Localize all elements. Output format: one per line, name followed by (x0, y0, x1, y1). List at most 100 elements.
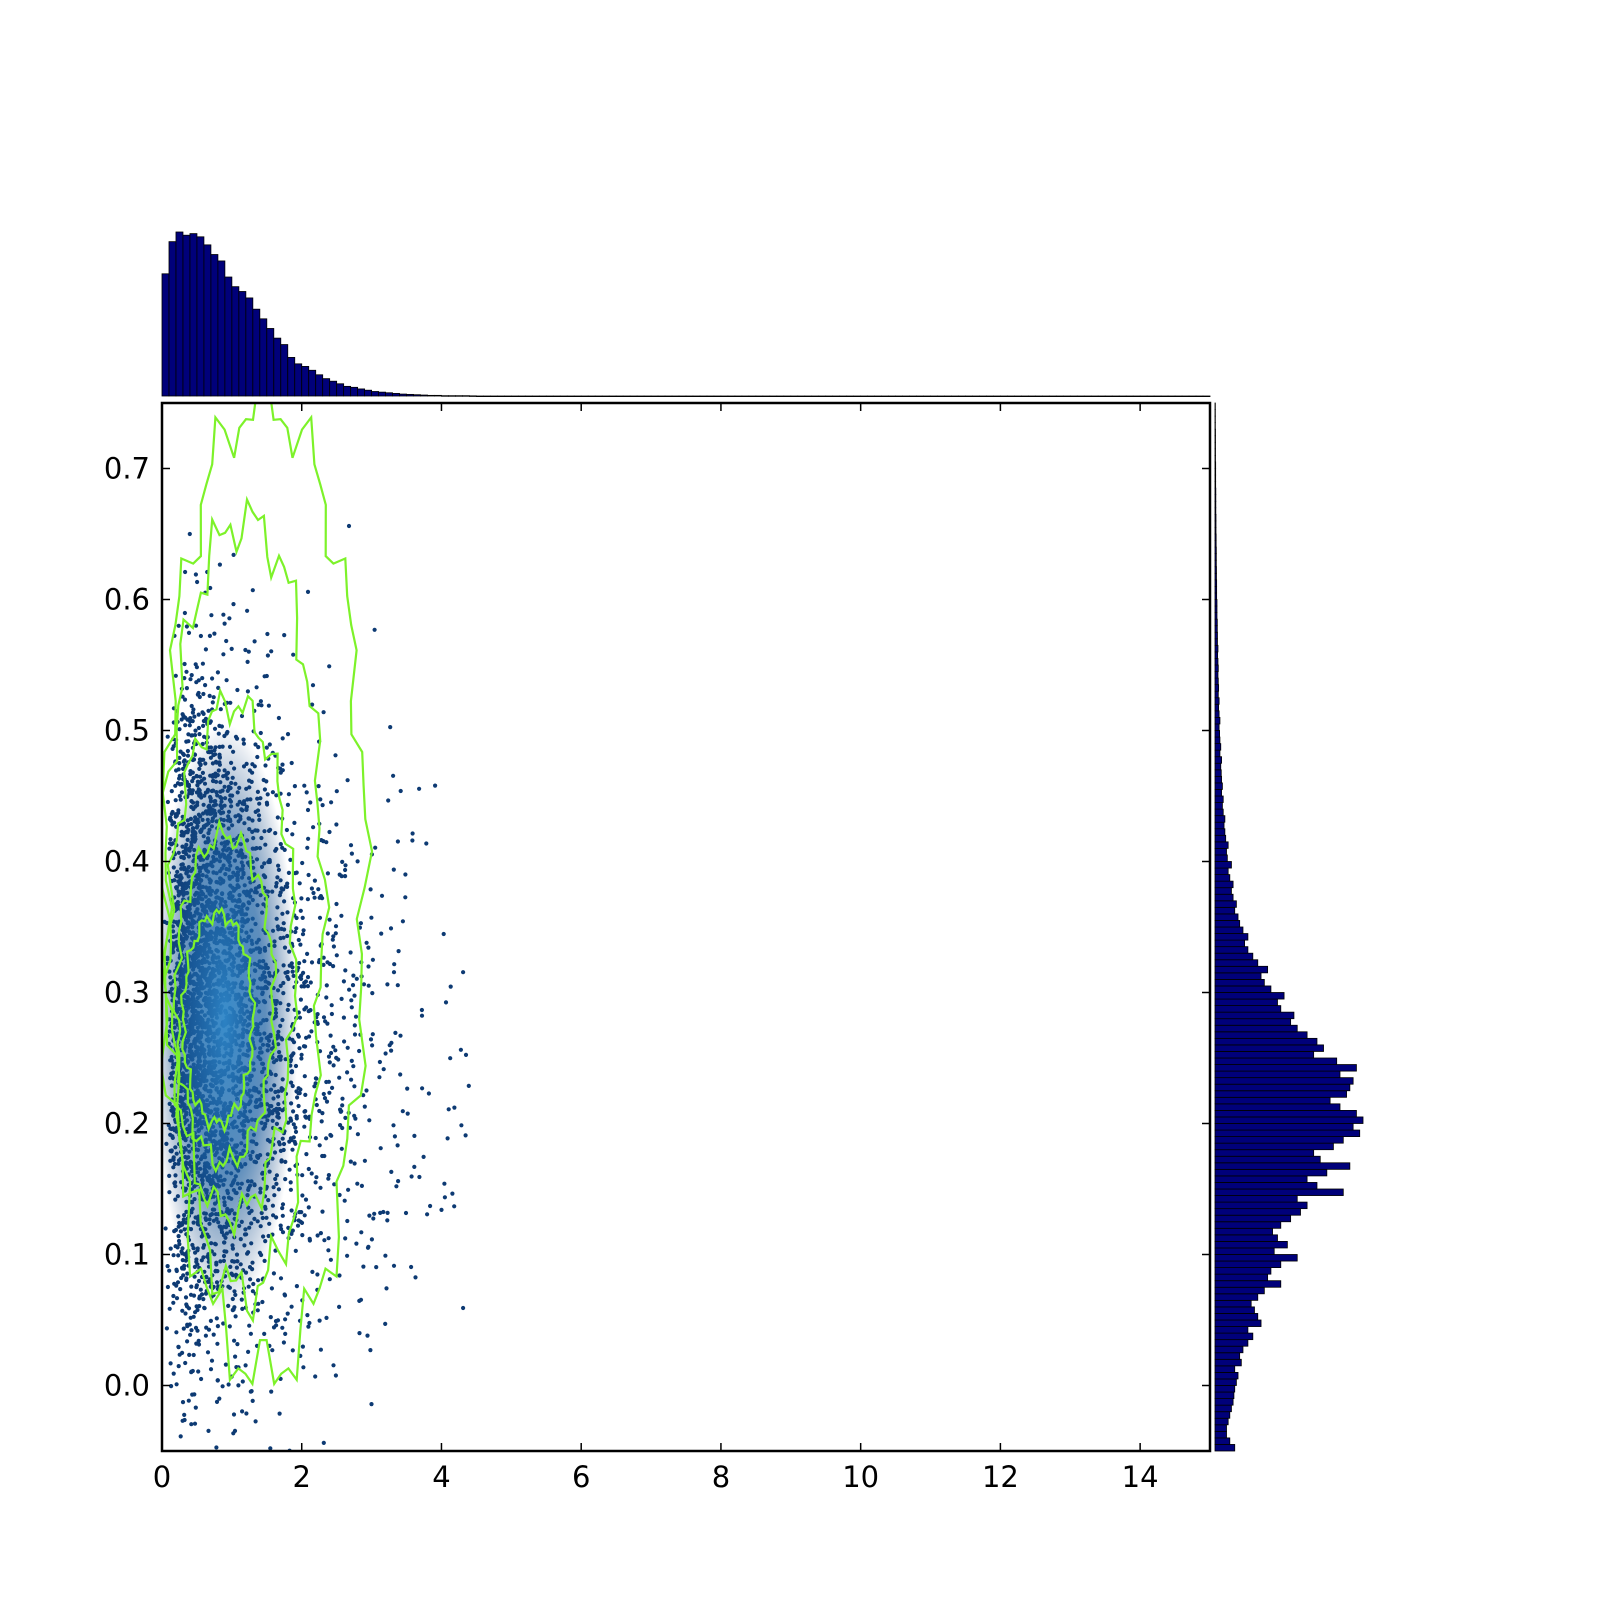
contour-level-2 (162, 495, 331, 1324)
x-hist-bar (482, 395, 491, 398)
scatter-point (182, 697, 188, 702)
y-hist-bar (1214, 1201, 1308, 1210)
scatter-point (184, 1276, 189, 1281)
x-hist-bar (455, 395, 463, 397)
x-tick-label: 0 (153, 1460, 171, 1494)
scatter-point (349, 1077, 354, 1082)
y-hist-bar (1214, 592, 1218, 600)
scatter-point (378, 1146, 383, 1151)
scatter-point (289, 760, 294, 766)
scatter-point (165, 1284, 170, 1290)
scatter-point (190, 1392, 195, 1397)
scatter-point (343, 1236, 348, 1241)
scatter-point (214, 1399, 220, 1404)
scatter-point (426, 1091, 431, 1096)
scatter-point (463, 1133, 468, 1138)
x-hist-bar (895, 395, 903, 398)
y-hist-bar (1214, 1083, 1351, 1092)
scatter-point (291, 1135, 296, 1140)
scatter-point (243, 647, 248, 653)
y-hist-bar (1214, 1142, 1334, 1151)
x-hist-bar (231, 286, 240, 397)
scatter-point (342, 1039, 347, 1044)
scatter-point (190, 719, 195, 724)
scatter-point (266, 703, 271, 708)
y-hist-bar (1214, 1024, 1298, 1033)
scatter-point (300, 1344, 305, 1349)
x-tick-label: 2 (293, 1460, 311, 1494)
scatter-point (256, 702, 261, 707)
scatter-point (273, 1319, 279, 1324)
scatter-point (333, 931, 338, 936)
scatter-point (278, 1223, 283, 1228)
y-hist-bar (1214, 775, 1222, 784)
scatter-point (177, 727, 182, 732)
scatter-point (386, 798, 391, 803)
scatter-point (245, 689, 250, 694)
scatter-point (228, 700, 233, 705)
scatter-point (221, 612, 226, 617)
scatter-point (177, 776, 182, 781)
scatter-point (300, 1193, 305, 1198)
y-hist-bar (1214, 507, 1217, 515)
scatter-point (391, 1123, 396, 1128)
scatter-point (182, 1412, 187, 1417)
x-hist-bar (1069, 395, 1078, 398)
scatter-point (258, 730, 263, 736)
scatter-point (220, 1384, 225, 1389)
scatter-point (193, 1405, 198, 1410)
scatter-point (184, 669, 189, 674)
y-hist-bar (1214, 1182, 1318, 1190)
x-hist-bar (867, 395, 876, 398)
x-hist-bar (475, 395, 484, 398)
scatter-point (299, 984, 304, 989)
x-hist-bar (1097, 395, 1106, 398)
scatter-point (176, 623, 181, 628)
scatter-point (269, 1389, 274, 1394)
scatter-point (233, 1354, 238, 1359)
scatter-point (302, 980, 307, 986)
y-hist-bar (1214, 1031, 1308, 1039)
scatter-point (410, 838, 415, 843)
scatter-point (203, 647, 208, 652)
scatter-point (337, 1075, 342, 1080)
y-hist-bar (1214, 1332, 1254, 1341)
scatter-point (294, 915, 299, 921)
scatter-point (263, 763, 268, 768)
x-hist-bar (734, 395, 743, 398)
x-hist-bar (853, 395, 862, 398)
x-hist-bar (1132, 395, 1141, 398)
x-hist-bar (832, 395, 841, 398)
y-hist-bar (1214, 1273, 1269, 1282)
y-hist-bar (1214, 1326, 1249, 1334)
scatter-point (218, 707, 223, 712)
y-hist-bar (1214, 1247, 1275, 1255)
scatter-point (314, 1175, 319, 1180)
scatter-point (347, 987, 352, 992)
scatter-point (186, 1398, 191, 1403)
scatter-point (304, 790, 309, 795)
scatter-point (313, 1076, 318, 1081)
scatter-point (183, 715, 188, 720)
scatter-point (208, 719, 213, 724)
x-hist-bar (413, 394, 421, 397)
y-hist-bar (1214, 723, 1220, 731)
x-hist-bar (1188, 395, 1197, 398)
y-hist-bar (1214, 756, 1222, 764)
scatter-point (388, 926, 394, 931)
y-hist-bar (1214, 658, 1219, 666)
scatter-point (215, 1341, 220, 1346)
scatter-point (396, 949, 401, 954)
x-hist-bar (573, 395, 582, 398)
x-hist-bar (1000, 395, 1008, 398)
scatter-point (188, 1332, 193, 1337)
scatter-point (343, 968, 348, 973)
y-hist-bar (1214, 1404, 1232, 1413)
scatter-point (182, 676, 187, 681)
scatter-point (315, 1012, 320, 1017)
scatter-point (168, 1246, 173, 1251)
scatter-point (365, 1333, 370, 1338)
scatter-point (343, 1115, 348, 1120)
x-hist-bar (329, 380, 338, 397)
